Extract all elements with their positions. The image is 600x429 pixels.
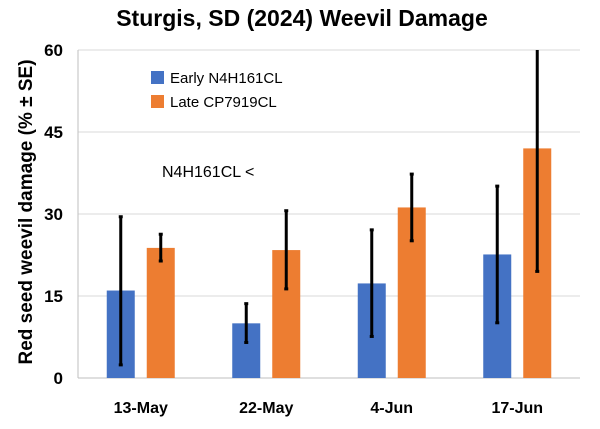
error-bars bbox=[118, 50, 540, 367]
legend-swatch-late bbox=[151, 95, 164, 108]
x-tick-label: 22-May bbox=[239, 400, 293, 417]
legend-label-early: Early N4H161CL bbox=[170, 70, 283, 87]
chart-title: Sturgis, SD (2024) Weevil Damage bbox=[116, 5, 488, 31]
annotation-text: N4H161CL < bbox=[162, 164, 254, 181]
bars bbox=[106, 148, 552, 378]
x-tick-label: 13-May bbox=[114, 400, 168, 417]
x-tick-label: 4-Jun bbox=[370, 400, 413, 417]
y-tick-label: 45 bbox=[44, 123, 63, 142]
y-tick-label: 30 bbox=[44, 205, 63, 224]
y-tick-labels: 0 15 30 45 60 bbox=[44, 41, 63, 388]
y-tick-label: 0 bbox=[54, 369, 63, 388]
y-tick-label: 60 bbox=[44, 41, 63, 60]
y-axis-label: Red seed weevil damage (% ± SE) bbox=[16, 59, 37, 364]
legend: Early N4H161CL Late CP7919CL bbox=[151, 70, 283, 111]
bar bbox=[146, 247, 175, 378]
y-tick-label: 15 bbox=[44, 287, 63, 306]
legend-swatch-early bbox=[151, 71, 164, 84]
x-tick-labels: 13-May 22-May 4-Jun 17-Jun bbox=[114, 400, 543, 417]
x-tick-label: 17-Jun bbox=[491, 400, 543, 417]
legend-label-late: Late CP7919CL bbox=[170, 94, 277, 111]
